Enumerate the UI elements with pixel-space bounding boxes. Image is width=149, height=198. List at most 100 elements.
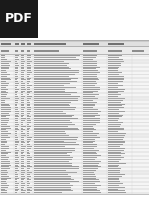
Bar [15,128,18,129]
Bar [21,98,24,99]
Bar [0,162,149,164]
Bar [15,90,18,92]
Bar [1,150,6,151]
Bar [34,79,71,80]
Bar [15,137,18,138]
Bar [83,187,97,188]
Bar [0,120,149,122]
Bar [1,135,8,136]
Bar [108,113,119,114]
Bar [34,90,65,92]
Bar [27,50,30,52]
Bar [34,178,71,179]
Bar [34,192,62,193]
Bar [34,129,79,130]
Bar [0,157,149,159]
Bar [108,135,125,136]
Bar [34,50,59,52]
Bar [1,124,7,125]
Bar [1,148,9,149]
Bar [21,89,26,90]
Bar [15,118,18,119]
Bar [34,152,72,153]
Bar [108,137,124,138]
Bar [21,146,25,147]
Bar [34,96,80,97]
Bar [15,192,17,193]
Bar [34,67,69,68]
Bar [15,183,19,184]
Bar [1,178,11,179]
Bar [34,109,75,110]
Bar [108,133,125,134]
Bar [27,153,30,154]
Bar [21,85,25,86]
Bar [21,57,24,58]
Bar [83,159,95,160]
Bar [1,105,10,106]
Bar [83,157,97,158]
Bar [21,131,23,132]
Bar [34,133,66,134]
Bar [0,183,149,185]
Bar [15,43,19,45]
Bar [83,104,95,105]
Bar [0,125,149,127]
Bar [0,73,149,75]
Bar [1,65,10,66]
Bar [1,70,6,71]
Bar [15,148,17,149]
Bar [0,55,149,57]
Bar [0,66,149,68]
Bar [21,139,24,140]
Bar [34,179,74,180]
Bar [15,74,17,75]
Bar [34,98,78,99]
Bar [1,67,9,68]
Bar [108,57,118,58]
Bar [1,185,9,186]
Bar [21,153,23,154]
Bar [21,174,24,175]
Bar [34,111,63,112]
Bar [15,153,18,154]
Bar [27,155,30,156]
Bar [34,105,70,106]
Bar [21,50,24,52]
Bar [34,139,77,140]
Bar [15,94,17,95]
Bar [1,68,9,69]
Bar [34,57,76,58]
Bar [27,181,29,182]
Bar [108,94,121,95]
Bar [15,189,19,190]
Bar [0,122,149,123]
Bar [21,144,24,145]
Bar [27,170,29,171]
Bar [1,90,6,92]
Bar [108,176,122,177]
Bar [83,174,95,175]
Bar [0,138,149,140]
Bar [15,187,18,188]
Bar [108,157,124,158]
Bar [34,63,69,64]
Bar [0,59,149,61]
Bar [108,90,124,92]
Bar [108,98,125,99]
Bar [83,78,98,79]
Bar [21,122,23,123]
Bar [83,190,100,191]
Bar [15,115,18,116]
Text: PDF: PDF [5,12,33,26]
Bar [21,170,25,171]
Bar [15,83,19,84]
Bar [27,72,32,73]
Bar [27,87,30,88]
Bar [1,50,9,52]
Bar [27,96,32,97]
Bar [34,174,68,175]
Bar [15,165,18,166]
Bar [108,161,119,162]
Bar [83,79,99,80]
